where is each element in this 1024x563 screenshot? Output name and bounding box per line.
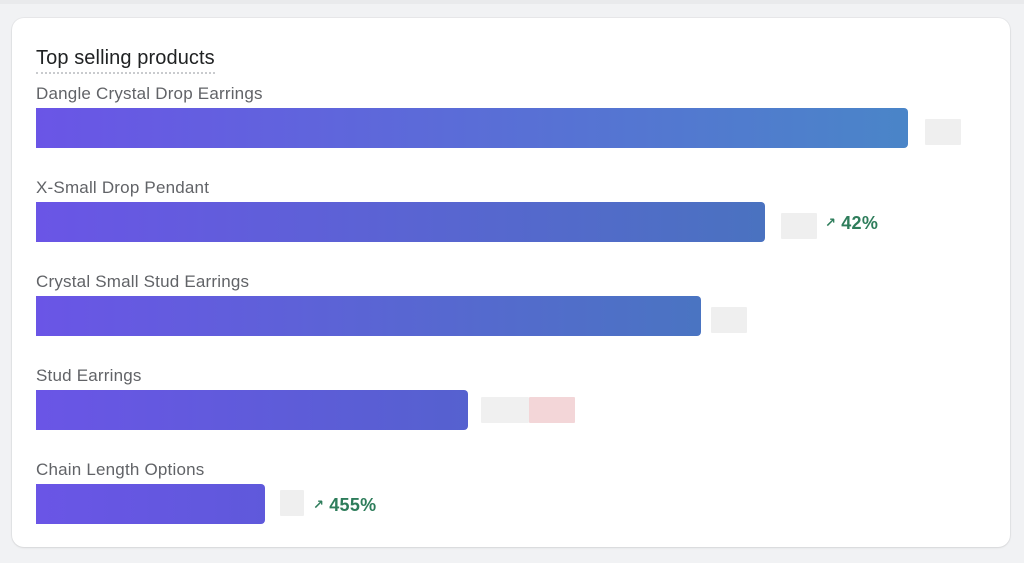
product-bar[interactable]	[36, 296, 701, 336]
redacted-value	[481, 397, 529, 423]
product-bar[interactable]	[36, 484, 265, 524]
redacted-value	[781, 213, 817, 239]
product-label: X-Small Drop Pendant	[36, 178, 210, 197]
redacted-value	[925, 119, 961, 145]
card-title[interactable]: Top selling products	[36, 46, 215, 74]
arrow-up-right-icon: ↗	[825, 215, 837, 230]
product-bar[interactable]	[36, 390, 468, 430]
product-bar[interactable]	[36, 108, 908, 148]
product-label: Stud Earrings	[36, 366, 142, 385]
change-value: 455%	[329, 495, 377, 515]
top-selling-products-card: Top selling products Dangle Crystal Drop…	[12, 18, 1010, 547]
change-indicator: ↗ 42%	[825, 212, 878, 234]
change-value: 42%	[841, 213, 879, 233]
redacted-value	[711, 307, 747, 333]
redacted-change	[529, 397, 575, 423]
product-label: Chain Length Options	[36, 460, 205, 479]
redacted-value	[280, 490, 304, 516]
product-label: Dangle Crystal Drop Earrings	[36, 84, 263, 103]
product-bar[interactable]	[36, 202, 765, 242]
change-indicator: ↗ 455%	[313, 494, 376, 516]
arrow-up-right-icon: ↗	[313, 497, 325, 512]
product-label: Crystal Small Stud Earrings	[36, 272, 250, 291]
top-divider	[0, 0, 1024, 4]
